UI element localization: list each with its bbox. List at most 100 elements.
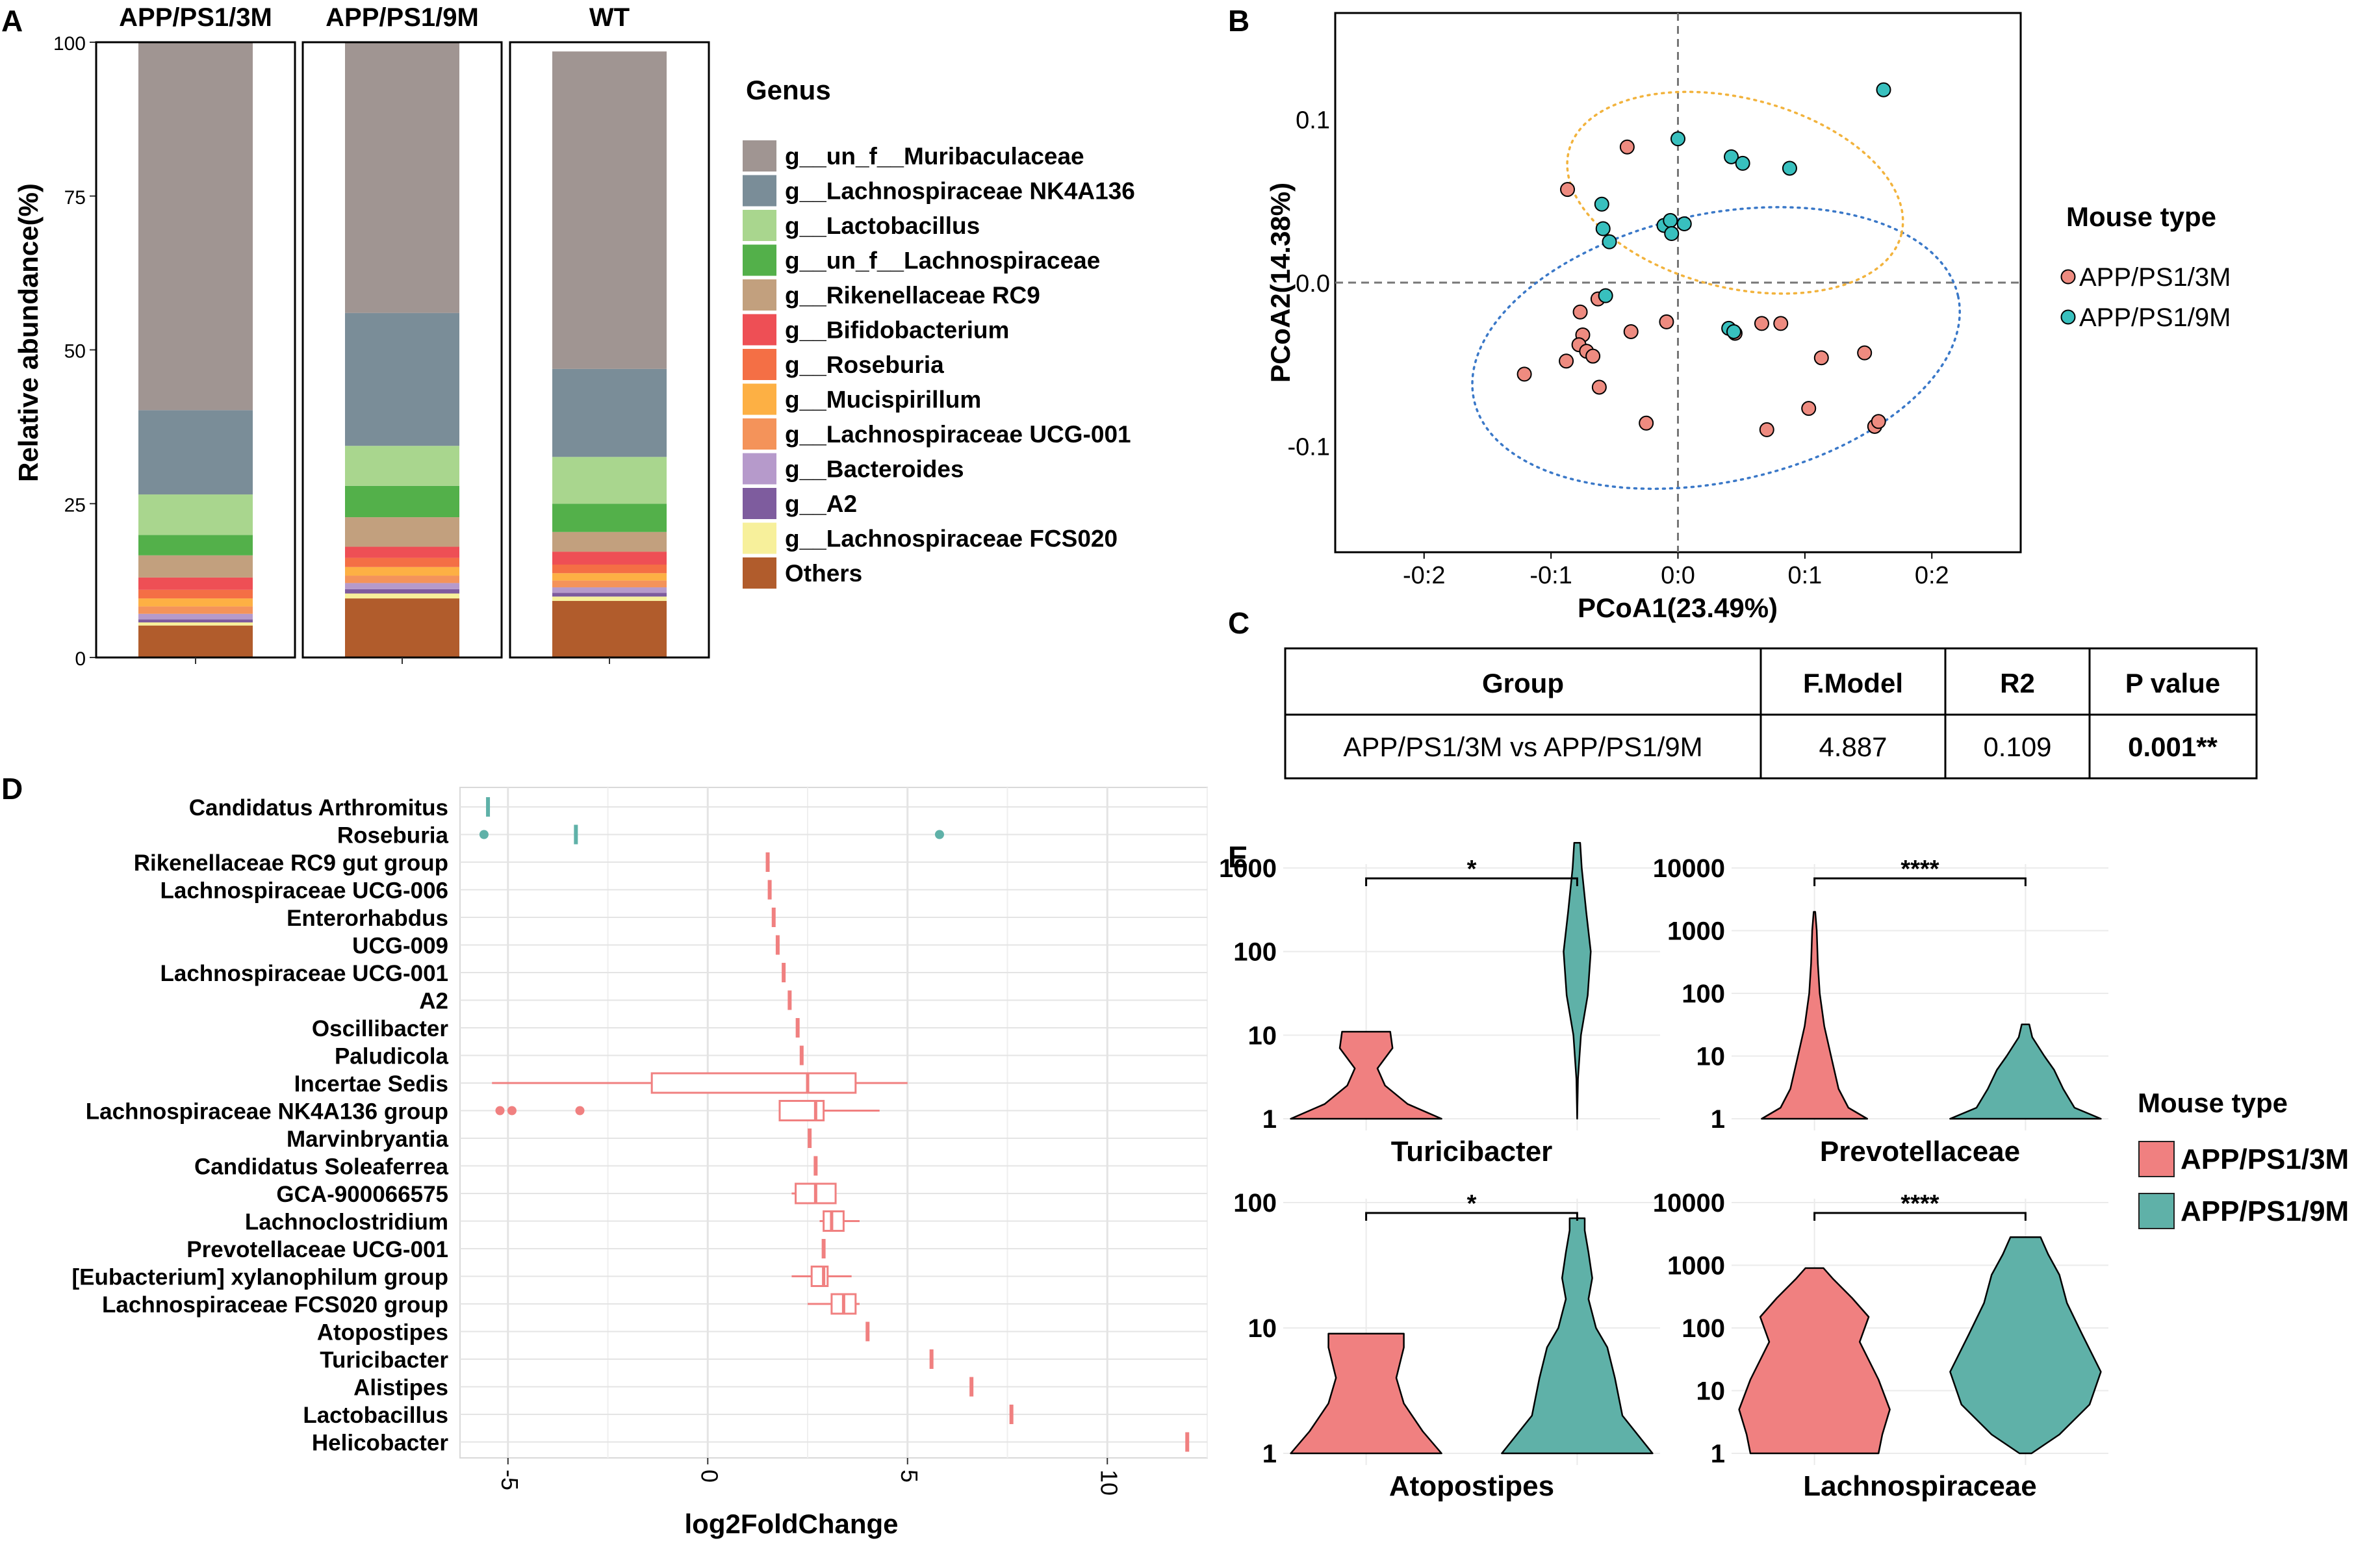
x-tick-label: 0:2 <box>1915 562 1949 589</box>
bar-segment <box>345 517 459 547</box>
category-label: Incertae Sedis <box>294 1071 448 1097</box>
bar-segment <box>552 573 667 581</box>
outlier-point <box>575 1106 585 1116</box>
legend-label: g__un_f__Lachnospiraceae <box>785 248 1100 274</box>
legend-marker <box>2060 269 2076 285</box>
facet-label: WT <box>589 3 630 32</box>
bar-segment <box>138 619 253 623</box>
category-label: Candidatus Soleaferrea <box>194 1154 448 1180</box>
legend-label: g__Rikenellaceae RC9 <box>785 282 1040 309</box>
bar-segment <box>345 485 459 518</box>
violin-shape <box>1761 911 1869 1120</box>
y-tick-label: 10000 <box>1653 854 1725 883</box>
y-tick-label: 50 <box>64 341 86 363</box>
scatter-point <box>1623 324 1639 339</box>
panel-e-legend: APP/PS1/3M APP/PS1/9M <box>2138 1141 2349 1229</box>
legend-label: Others <box>785 560 862 587</box>
box-mark <box>1009 1405 1014 1424</box>
category-label: Paludicola <box>335 1044 449 1069</box>
bar-segment <box>138 42 253 411</box>
legend-label: g__un_f__Muribaculaceae <box>785 143 1084 170</box>
scatter-point <box>1876 82 1891 97</box>
legend-marker <box>2060 309 2076 325</box>
legend-label: APP/PS1/9M <box>2181 1195 2349 1227</box>
bar-segment <box>345 583 459 589</box>
scatter-point <box>1591 379 1607 395</box>
category-label: GCA-900066575 <box>276 1182 448 1207</box>
x-tick-label: -0:2 <box>1403 562 1445 589</box>
bar-segment <box>552 593 667 597</box>
scatter-point <box>1871 414 1886 429</box>
y-tick-label: 100 <box>1233 938 1277 967</box>
panel-a-legend: g__un_f__Muribaculaceae g__Lachnospiracea… <box>743 140 1135 589</box>
panel-a-ylabel: Relative abundance(%) <box>13 183 44 482</box>
bar-segment <box>345 598 459 657</box>
scatter-point <box>1813 350 1829 366</box>
scatter-point <box>1724 149 1739 164</box>
violin-shape <box>1290 1333 1442 1455</box>
panel-b-legend-title: Mouse type <box>2066 201 2216 232</box>
bar-segment <box>552 587 667 593</box>
box-mark <box>865 1321 870 1342</box>
violin-shape <box>1949 1236 2102 1455</box>
violin-panel-title: Turicibacter <box>1391 1136 1553 1167</box>
bar-segment <box>138 625 253 657</box>
significance-bracket <box>1365 1212 1578 1221</box>
scatter-point <box>1598 288 1613 303</box>
box-mark <box>821 1239 826 1258</box>
scatter-point <box>1773 316 1789 331</box>
x-tick-label: -0:1 <box>1529 562 1572 589</box>
table-header-r2: R2 <box>2000 668 2035 698</box>
y-tick-label: 10 <box>1248 1314 1277 1343</box>
outlier-point <box>479 830 489 839</box>
panel-a-stacked-bar-chart: Relative abundance(%) 0 25 50 75 100 APP/PS1… <box>13 3 1135 670</box>
scatter-point <box>1759 422 1774 437</box>
table-cell-fmodel: 4.887 <box>1819 732 1887 762</box>
violin-facet: 1 10 100 1000 * Turicibacter <box>1219 842 1660 1167</box>
box-mark <box>650 1072 857 1094</box>
box-mark <box>765 852 770 872</box>
significance-bracket <box>1813 877 2027 886</box>
panel-c-permanova-table: Group F.Model R2 P value APP/PS1/3M vs A… <box>1284 647 2258 780</box>
bar-segment <box>552 596 667 601</box>
bar-segment <box>552 580 667 588</box>
y-tick-label: 1 <box>1711 1440 1725 1468</box>
bar-segment <box>552 504 667 532</box>
category-label: Lachnoclostridium <box>245 1210 448 1235</box>
y-tick-label: 1 <box>1262 1105 1277 1134</box>
panel-b-xlabel: PCoA1(23.49%) <box>1578 593 1778 623</box>
legend-swatch <box>743 488 776 519</box>
bar-segment <box>138 598 253 607</box>
scatter-point <box>1594 196 1609 212</box>
y-tick-label: 10000 <box>1653 1189 1725 1218</box>
category-label: [Eubacterium] xylanophilum group <box>72 1265 448 1290</box>
significance-label: * <box>1467 1190 1477 1218</box>
y-tick-label: 100 <box>1682 980 1725 1008</box>
panel-a-legend-title: Genus <box>746 75 831 105</box>
violin-shape <box>1738 1267 1891 1455</box>
category-label: Lachnospiraceae UCG-001 <box>160 961 448 986</box>
panel-b-legend: APP/PS1/3M APP/PS1/9M <box>2060 263 2231 332</box>
bar-segment <box>345 312 459 446</box>
y-tick-label: 0 <box>75 648 86 670</box>
y-tick-label: 25 <box>64 494 86 516</box>
panel-d-plot-background <box>459 787 1208 1459</box>
y-tick-label: 1000 <box>1667 1252 1725 1281</box>
y-tick-label: 0.1 <box>1296 107 1330 134</box>
bar-segment <box>552 600 667 657</box>
panel-b-pcoa-plot: -0:2 -0:1 0:0 0:1 0:2 0.1 0.0 -0.1 PCoA1(23.49%… <box>1265 12 2231 623</box>
panel-b-ylabel: PCoA2(14.38%) <box>1265 183 1296 383</box>
bar-segment <box>345 42 459 313</box>
y-tick-label: 100 <box>53 33 86 55</box>
violin-panel-title: Lachnospiraceae <box>1803 1470 2037 1502</box>
box-mark <box>969 1377 974 1397</box>
panel-d-xlabel: log2FoldChange <box>685 1509 899 1539</box>
y-tick-label: 10 <box>1248 1021 1277 1050</box>
y-tick-label: 100 <box>1682 1314 1725 1343</box>
table-header-fmodel: F.Model <box>1803 668 1903 698</box>
bar-segment <box>138 589 253 599</box>
bar-segment <box>345 576 459 583</box>
scatter-point <box>1663 212 1678 228</box>
box-mark <box>787 990 792 1010</box>
